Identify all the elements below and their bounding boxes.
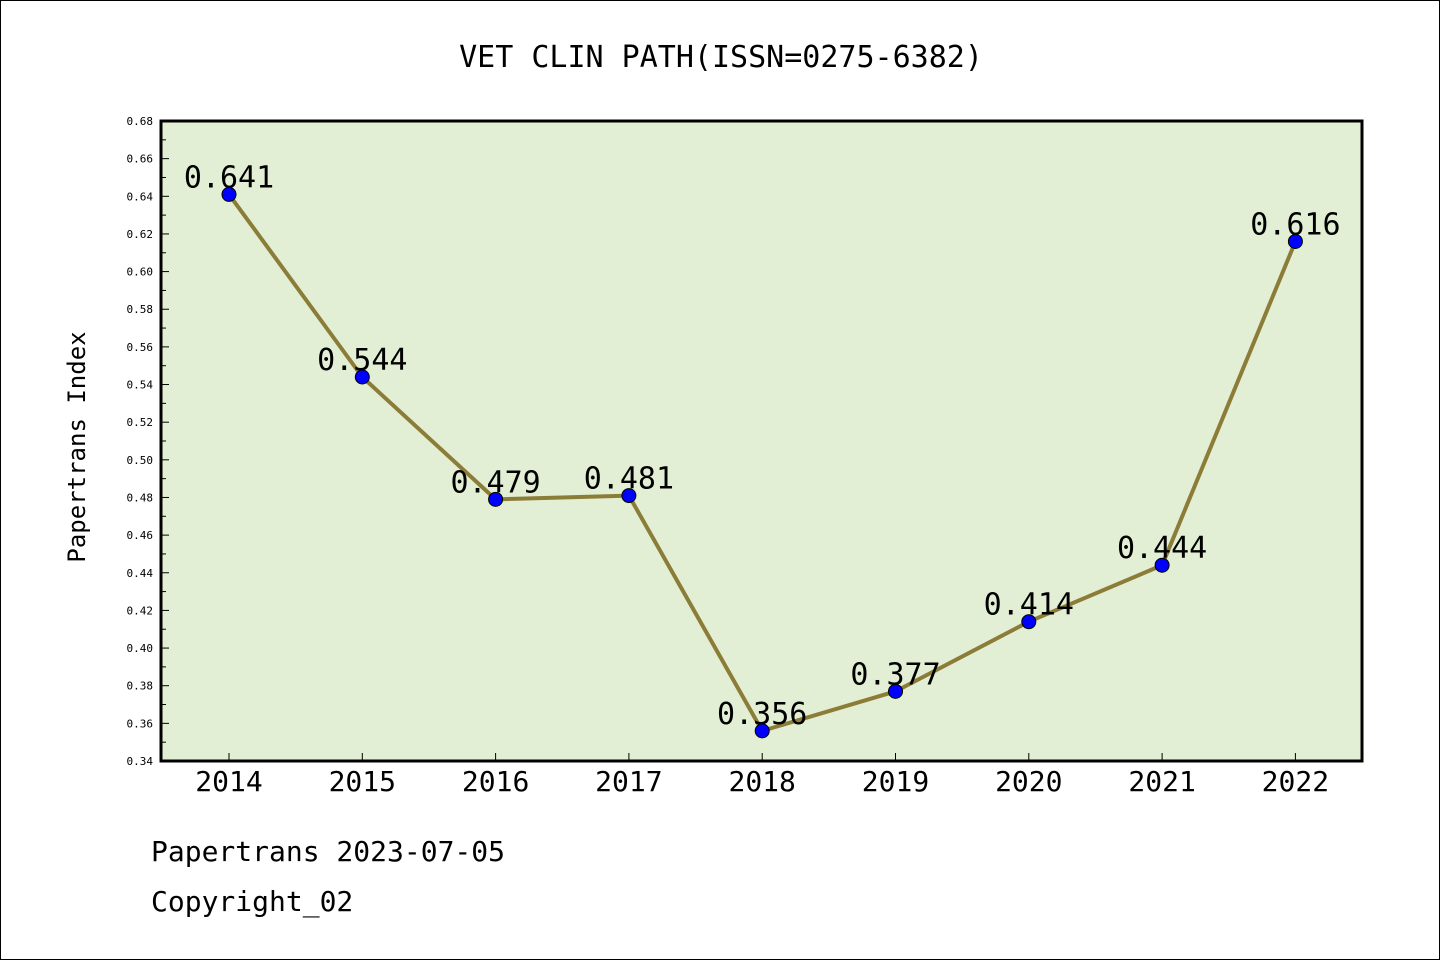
data-point-2022 xyxy=(1287,233,1303,249)
data-label-2017: 0.481 xyxy=(584,462,674,497)
x-tick-label: 2019 xyxy=(862,765,929,798)
chart-title: VET CLIN PATH(ISSN=0275-6382) xyxy=(459,40,983,75)
y-tick-label: 0.42 xyxy=(127,604,154,617)
y-tick-label: 0.52 xyxy=(127,416,154,429)
y-tick-label: 0.64 xyxy=(127,190,154,203)
data-label-2016: 0.479 xyxy=(450,465,540,500)
x-tick-label: 2015 xyxy=(329,765,396,798)
y-tick-label: 0.68 xyxy=(127,115,154,128)
data-label-2021: 0.444 xyxy=(1117,531,1207,566)
y-tick-label: 0.34 xyxy=(127,755,154,768)
y-tick-label: 0.60 xyxy=(127,266,154,279)
data-point-2020 xyxy=(1021,614,1037,630)
x-axis: 2014 2015 2016 2017 2018 2019 2020 2021 2022 xyxy=(195,753,1329,798)
x-tick-label: 2020 xyxy=(995,765,1062,798)
y-axis: 0.34 0.36 0.38 0.40 0.42 0.44 0.46 0.48 0.50 0.52… xyxy=(127,115,169,768)
data-label-2020: 0.414 xyxy=(984,588,1074,623)
y-tick-label: 0.58 xyxy=(127,303,154,316)
data-point-2014 xyxy=(221,186,237,202)
y-tick-label: 0.62 xyxy=(127,228,154,241)
plot-area xyxy=(161,121,1362,761)
data-point-2015 xyxy=(354,369,370,385)
y-tick-label: 0.40 xyxy=(127,642,154,655)
data-label-2019: 0.377 xyxy=(850,657,940,692)
data-label-2022: 0.616 xyxy=(1250,207,1340,242)
x-tick-label: 2021 xyxy=(1128,765,1195,798)
y-tick-label: 0.54 xyxy=(127,379,154,392)
data-label-2014: 0.641 xyxy=(184,160,274,195)
series-group xyxy=(221,186,1303,739)
x-tick-label: 2014 xyxy=(195,765,262,798)
y-tick-label: 0.48 xyxy=(127,491,154,504)
data-label-2018: 0.356 xyxy=(717,697,807,732)
source-date-text: Papertrans 2023-07-05 xyxy=(151,835,506,868)
plot-border xyxy=(159,119,1364,763)
y-tick-label: 0.50 xyxy=(127,454,154,467)
x-tick-label: 2016 xyxy=(462,765,529,798)
data-point-2019 xyxy=(888,683,903,699)
x-tick-label: 2018 xyxy=(728,765,795,798)
y-tick-label: 0.44 xyxy=(127,567,154,580)
y-tick-label: 0.38 xyxy=(127,680,154,693)
data-point-2016 xyxy=(488,491,504,507)
data-point-2018 xyxy=(754,723,770,739)
y-tick-label: 0.56 xyxy=(127,341,154,354)
data-point-2017 xyxy=(621,488,637,504)
data-point-2021 xyxy=(1154,557,1170,573)
x-tick-label: 2017 xyxy=(595,765,662,798)
y-tick-label: 0.36 xyxy=(127,717,154,730)
y-tick-label: 0.66 xyxy=(127,153,154,166)
copyright-text: Copyright_02 xyxy=(151,885,354,918)
y-tick-label: 0.46 xyxy=(127,529,154,542)
y-axis-label: Papertrans Index xyxy=(63,331,91,562)
data-labels: 0.641 0.544 0.479 0.481 0.356 0.377 0.414 0.444… xyxy=(184,160,1341,731)
data-label-2015: 0.544 xyxy=(317,343,407,378)
x-tick-label: 2022 xyxy=(1262,765,1329,798)
